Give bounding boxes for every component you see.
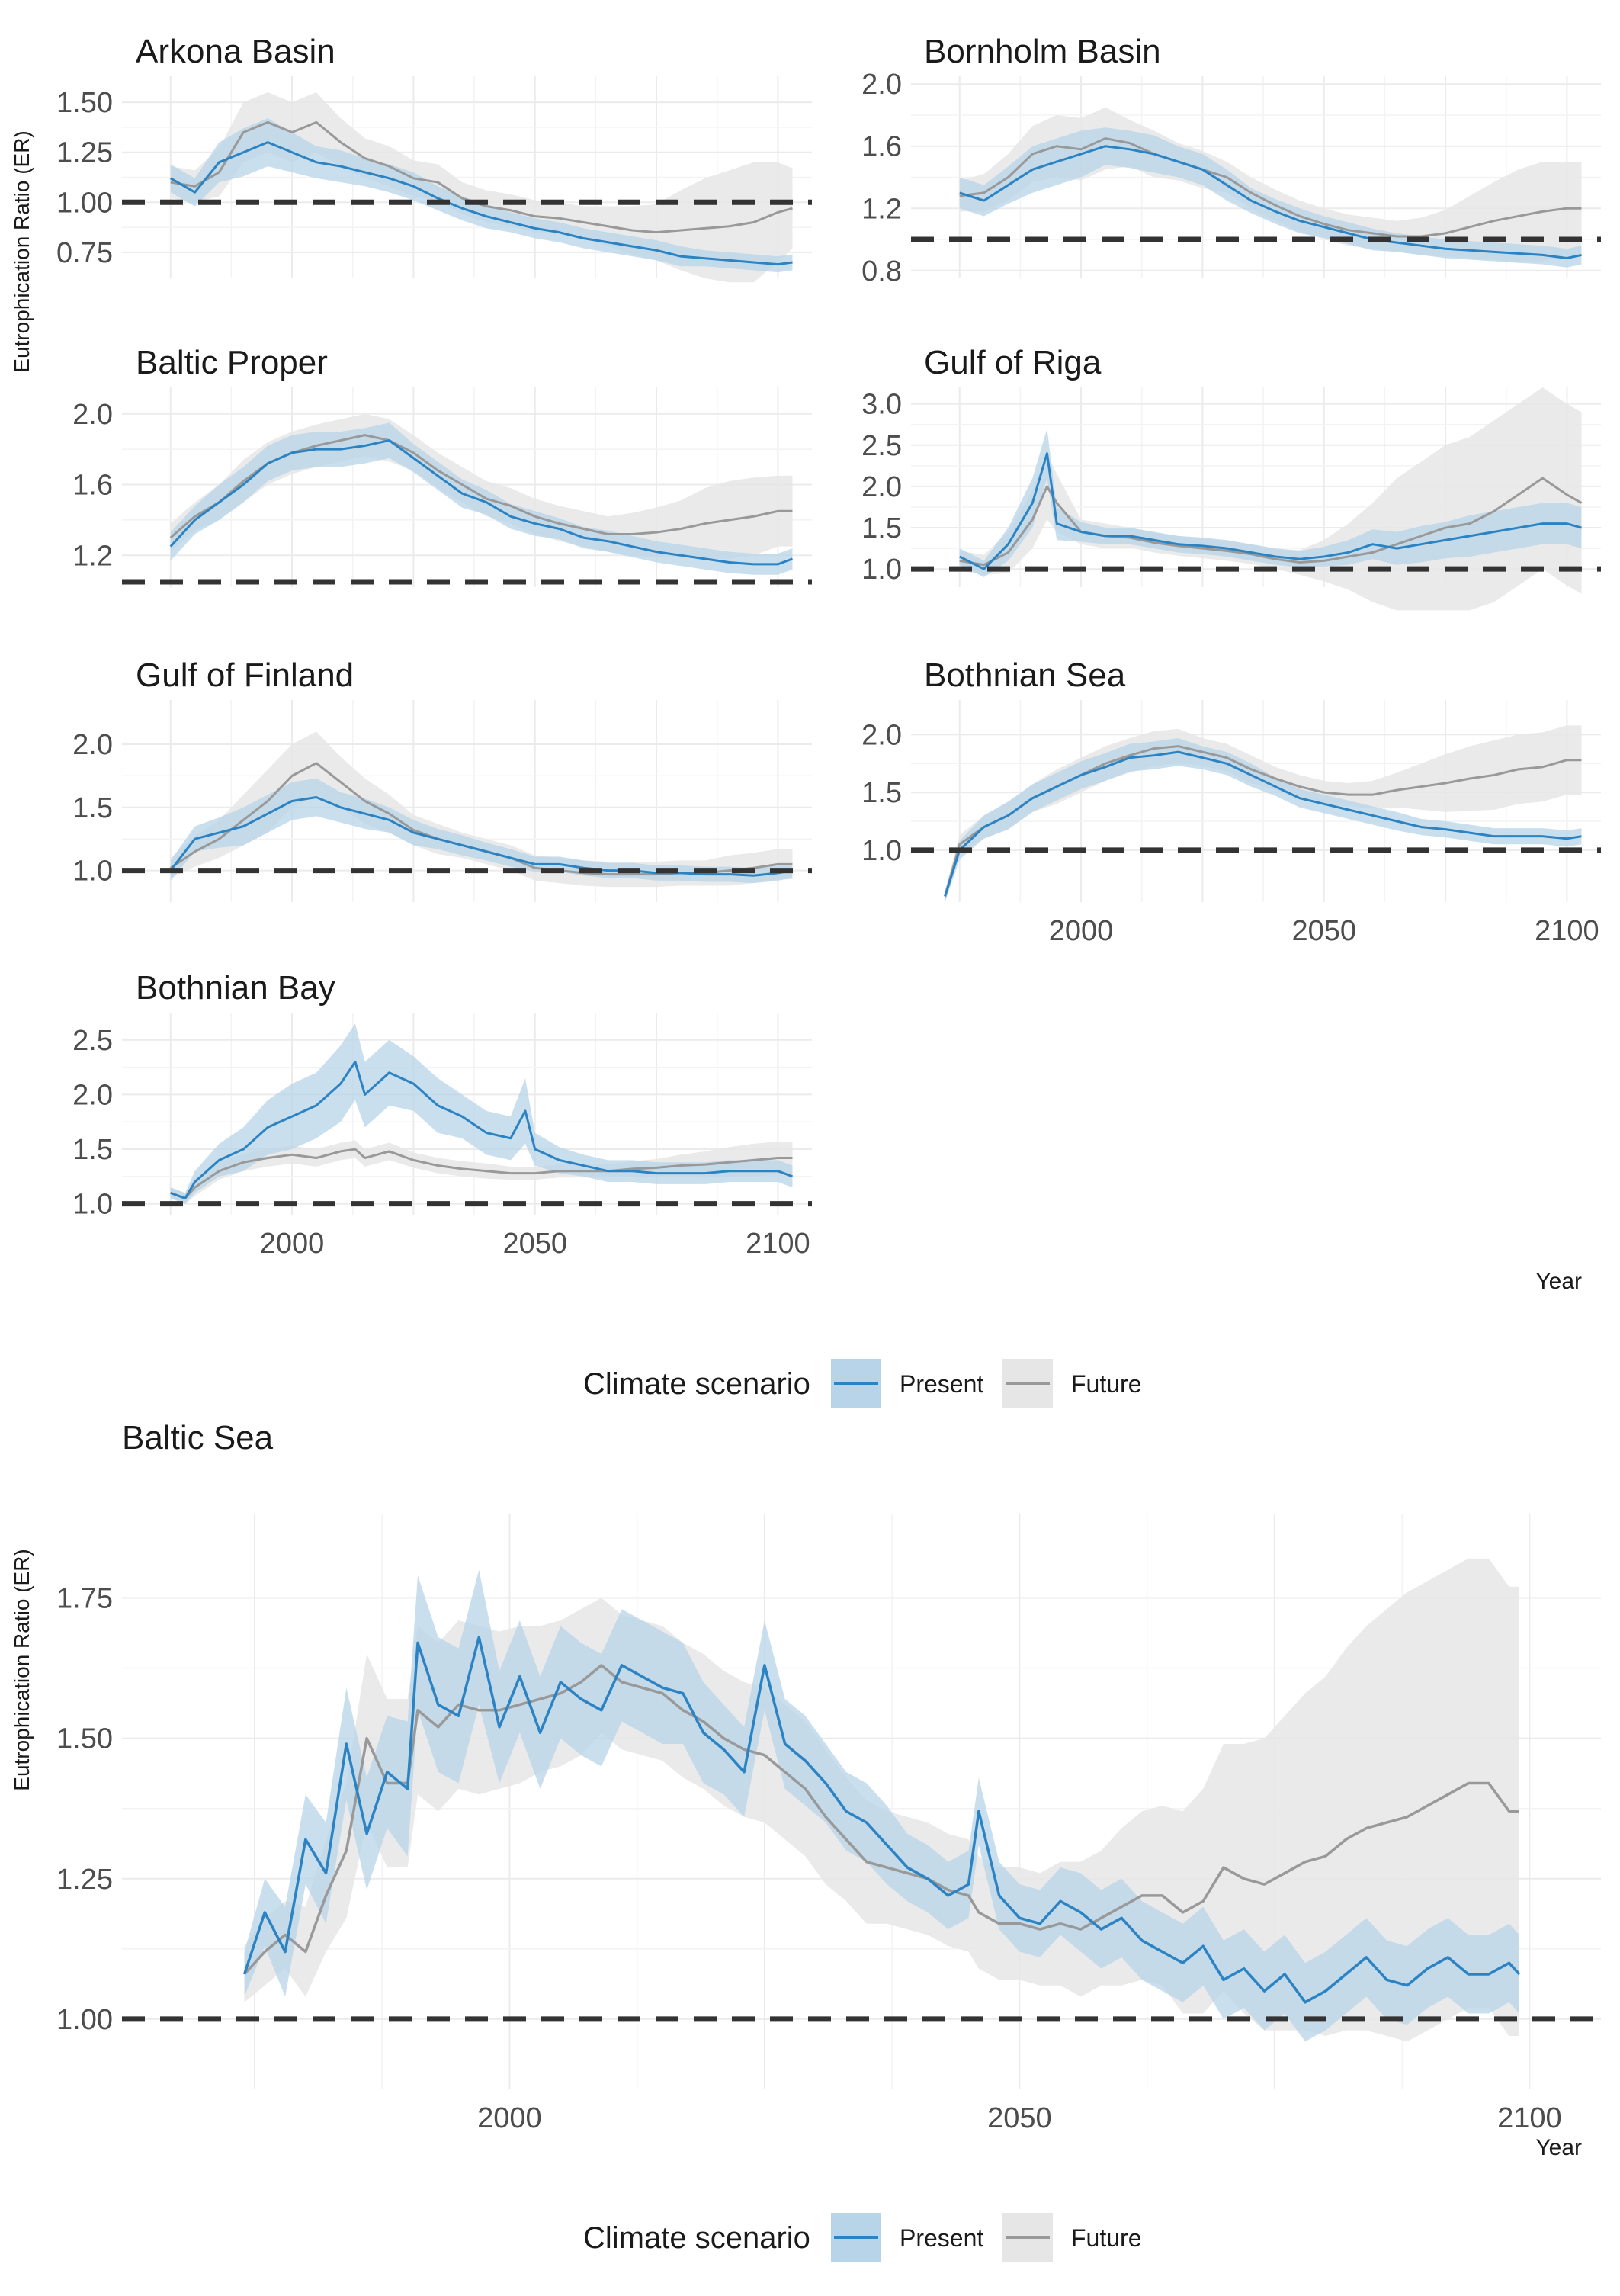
panel-title-bothnian-bay: Bothnian Bay: [136, 969, 335, 1007]
y-tick-label-bothnian-sea: 2.0: [861, 719, 902, 751]
y-tick-label-baltic-sea: 1.50: [56, 1723, 113, 1755]
x-axis-label-baltic-sea: Year: [1535, 2135, 1582, 2160]
band-present-gulf-of-riga: [959, 429, 1582, 578]
panel-baltic-proper: Baltic Proper 1.2 1.6 2.0: [72, 344, 812, 587]
band-present-bornholm-basin: [959, 127, 1582, 268]
panel-title-baltic-sea: Baltic Sea: [122, 1419, 274, 1456]
panel-bothnian-bay: Bothnian Bay 1.0 1.5 2.0 2.5 2000 2050 2100: [72, 969, 812, 1260]
panel-gulf-of-riga: Gulf of Riga 1.0 1.5 2.0 2.5 3.0: [861, 344, 1601, 611]
panel-title-gulf-of-finland: Gulf of Finland: [136, 657, 354, 694]
band-future-baltic-proper: [170, 413, 793, 559]
legend-future-label-bottom: Future: [1071, 2224, 1141, 2252]
band-present-gulf-of-finland: [170, 778, 793, 884]
x-axis-label-top: Year: [1535, 1269, 1582, 1294]
legend-title-bottom: Climate scenario: [583, 2221, 810, 2255]
panel-title-bornholm-basin: Bornholm Basin: [924, 33, 1161, 70]
x-tick-label-baltic-sea: 2000: [477, 2102, 542, 2134]
y-tick-label-bothnian-sea: 1.5: [861, 777, 902, 809]
y-tick-label-baltic-sea: 1.25: [56, 1864, 113, 1896]
band-present-bothnian-sea: [945, 737, 1582, 902]
x-tick-label-baltic-sea: 2100: [1497, 2102, 1562, 2134]
x-tick-label-bothnian-bay: 2000: [260, 1228, 325, 1260]
legend-bottom: Climate scenario Present Future: [583, 2213, 1141, 2262]
band-present-baltic-sea: [244, 1569, 1519, 2042]
legend-top: Climate scenario Present Future: [583, 1359, 1141, 1408]
y-tick-label-bornholm-basin: 1.2: [861, 193, 902, 225]
band-future-arkona-basin: [170, 92, 793, 283]
y-tick-label-gulf-of-riga: 2.5: [861, 430, 902, 462]
x-tick-label-baltic-sea: 2050: [987, 2102, 1052, 2134]
panel-bornholm-basin: Bornholm Basin 0.8 1.2 1.6 2.0: [861, 33, 1601, 287]
panel-arkona-basin: Arkona Basin 0.75 1.00 1.25 1.50: [56, 33, 812, 283]
y-tick-label-bothnian-bay: 2.5: [72, 1025, 113, 1057]
y-tick-label-baltic-sea: 1.00: [56, 2004, 113, 2036]
y-tick-label-bothnian-sea: 1.0: [861, 835, 902, 867]
y-tick-label-gulf-of-riga: 2.0: [861, 471, 902, 503]
x-tick-label-bothnian-bay: 2050: [502, 1228, 567, 1260]
y-tick-label-gulf-of-riga: 1.5: [861, 512, 902, 544]
y-tick-label-gulf-of-riga: 1.0: [861, 554, 902, 586]
panel-title-arkona-basin: Arkona Basin: [136, 33, 335, 70]
y-tick-label-gulf-of-finland: 2.0: [72, 729, 113, 761]
y-tick-label-arkona-basin: 0.75: [56, 237, 113, 269]
legend-future-label: Future: [1071, 1370, 1141, 1398]
x-tick-label-bothnian-sea: 2000: [1049, 915, 1114, 947]
band-present-arkona-basin: [170, 118, 793, 273]
y-tick-label-baltic-proper: 1.6: [72, 470, 113, 502]
series-line-present-baltic-proper: [169, 439, 794, 566]
panel-title-gulf-of-riga: Gulf of Riga: [924, 344, 1102, 381]
series-line-present-bornholm-basin: [959, 145, 1582, 259]
panel-bothnian-sea: Bothnian Sea 1.0 1.5 2.0 2000 2050 2100: [861, 657, 1601, 947]
y-axis-label-baltic-sea: Eutrophication Ratio (ER): [10, 1549, 34, 1790]
y-axis-label-top: Eutrophication Ratio (ER): [10, 130, 34, 372]
y-tick-label-bothnian-bay: 2.0: [72, 1079, 113, 1111]
panel-title-bothnian-sea: Bothnian Sea: [924, 657, 1126, 694]
series-line-present-bothnian-sea: [944, 750, 1582, 897]
series-line-present-arkona-basin: [169, 141, 793, 266]
band-present-bothnian-bay: [170, 1023, 793, 1204]
legend-present-label-bottom: Present: [900, 2224, 983, 2252]
y-tick-label-arkona-basin: 1.25: [56, 137, 113, 169]
legend-title: Climate scenario: [583, 1367, 810, 1401]
y-tick-label-bothnian-bay: 1.5: [72, 1134, 113, 1166]
series-line-future-bothnian-bay: [170, 1148, 793, 1200]
y-tick-label-arkona-basin: 1.00: [56, 187, 113, 219]
series-line-present-baltic-sea: [242, 1636, 1521, 2004]
series-line-present-gulf-of-finland: [169, 796, 793, 877]
y-tick-label-gulf-of-finland: 1.5: [72, 792, 113, 824]
series-line-future-bornholm-basin: [959, 137, 1582, 238]
y-tick-label-bornholm-basin: 1.6: [861, 131, 902, 163]
series-line-present-gulf-of-riga: [959, 452, 1582, 570]
legend-present-label: Present: [900, 1370, 983, 1398]
band-present-baltic-proper: [170, 422, 793, 575]
y-tick-label-bornholm-basin: 2.0: [861, 69, 902, 101]
series-line-future-arkona-basin: [170, 120, 793, 234]
y-tick-label-baltic-sea: 1.75: [56, 1582, 113, 1614]
y-tick-label-bothnian-bay: 1.0: [72, 1189, 113, 1221]
y-tick-label-baltic-proper: 2.0: [72, 399, 113, 431]
x-tick-label-bothnian-sea: 2100: [1535, 915, 1599, 947]
y-tick-label-baltic-proper: 1.2: [72, 540, 113, 572]
x-tick-label-bothnian-sea: 2050: [1291, 915, 1356, 947]
panel-title-baltic-proper: Baltic Proper: [136, 344, 328, 381]
y-tick-label-gulf-of-riga: 3.0: [861, 389, 902, 421]
series-line-present-bothnian-bay: [170, 1060, 794, 1200]
panel-baltic-sea: Baltic Sea 1.00 1.25 1.50 1.75 2000 2050 2100: [56, 1419, 1601, 2134]
y-tick-label-arkona-basin: 1.50: [56, 87, 113, 119]
y-tick-label-gulf-of-finland: 1.0: [72, 856, 113, 888]
x-tick-label-bothnian-bay: 2100: [746, 1228, 810, 1260]
y-tick-label-bornholm-basin: 0.8: [861, 255, 902, 287]
panel-gulf-of-finland: Gulf of Finland 1.0 1.5 2.0: [72, 657, 812, 902]
